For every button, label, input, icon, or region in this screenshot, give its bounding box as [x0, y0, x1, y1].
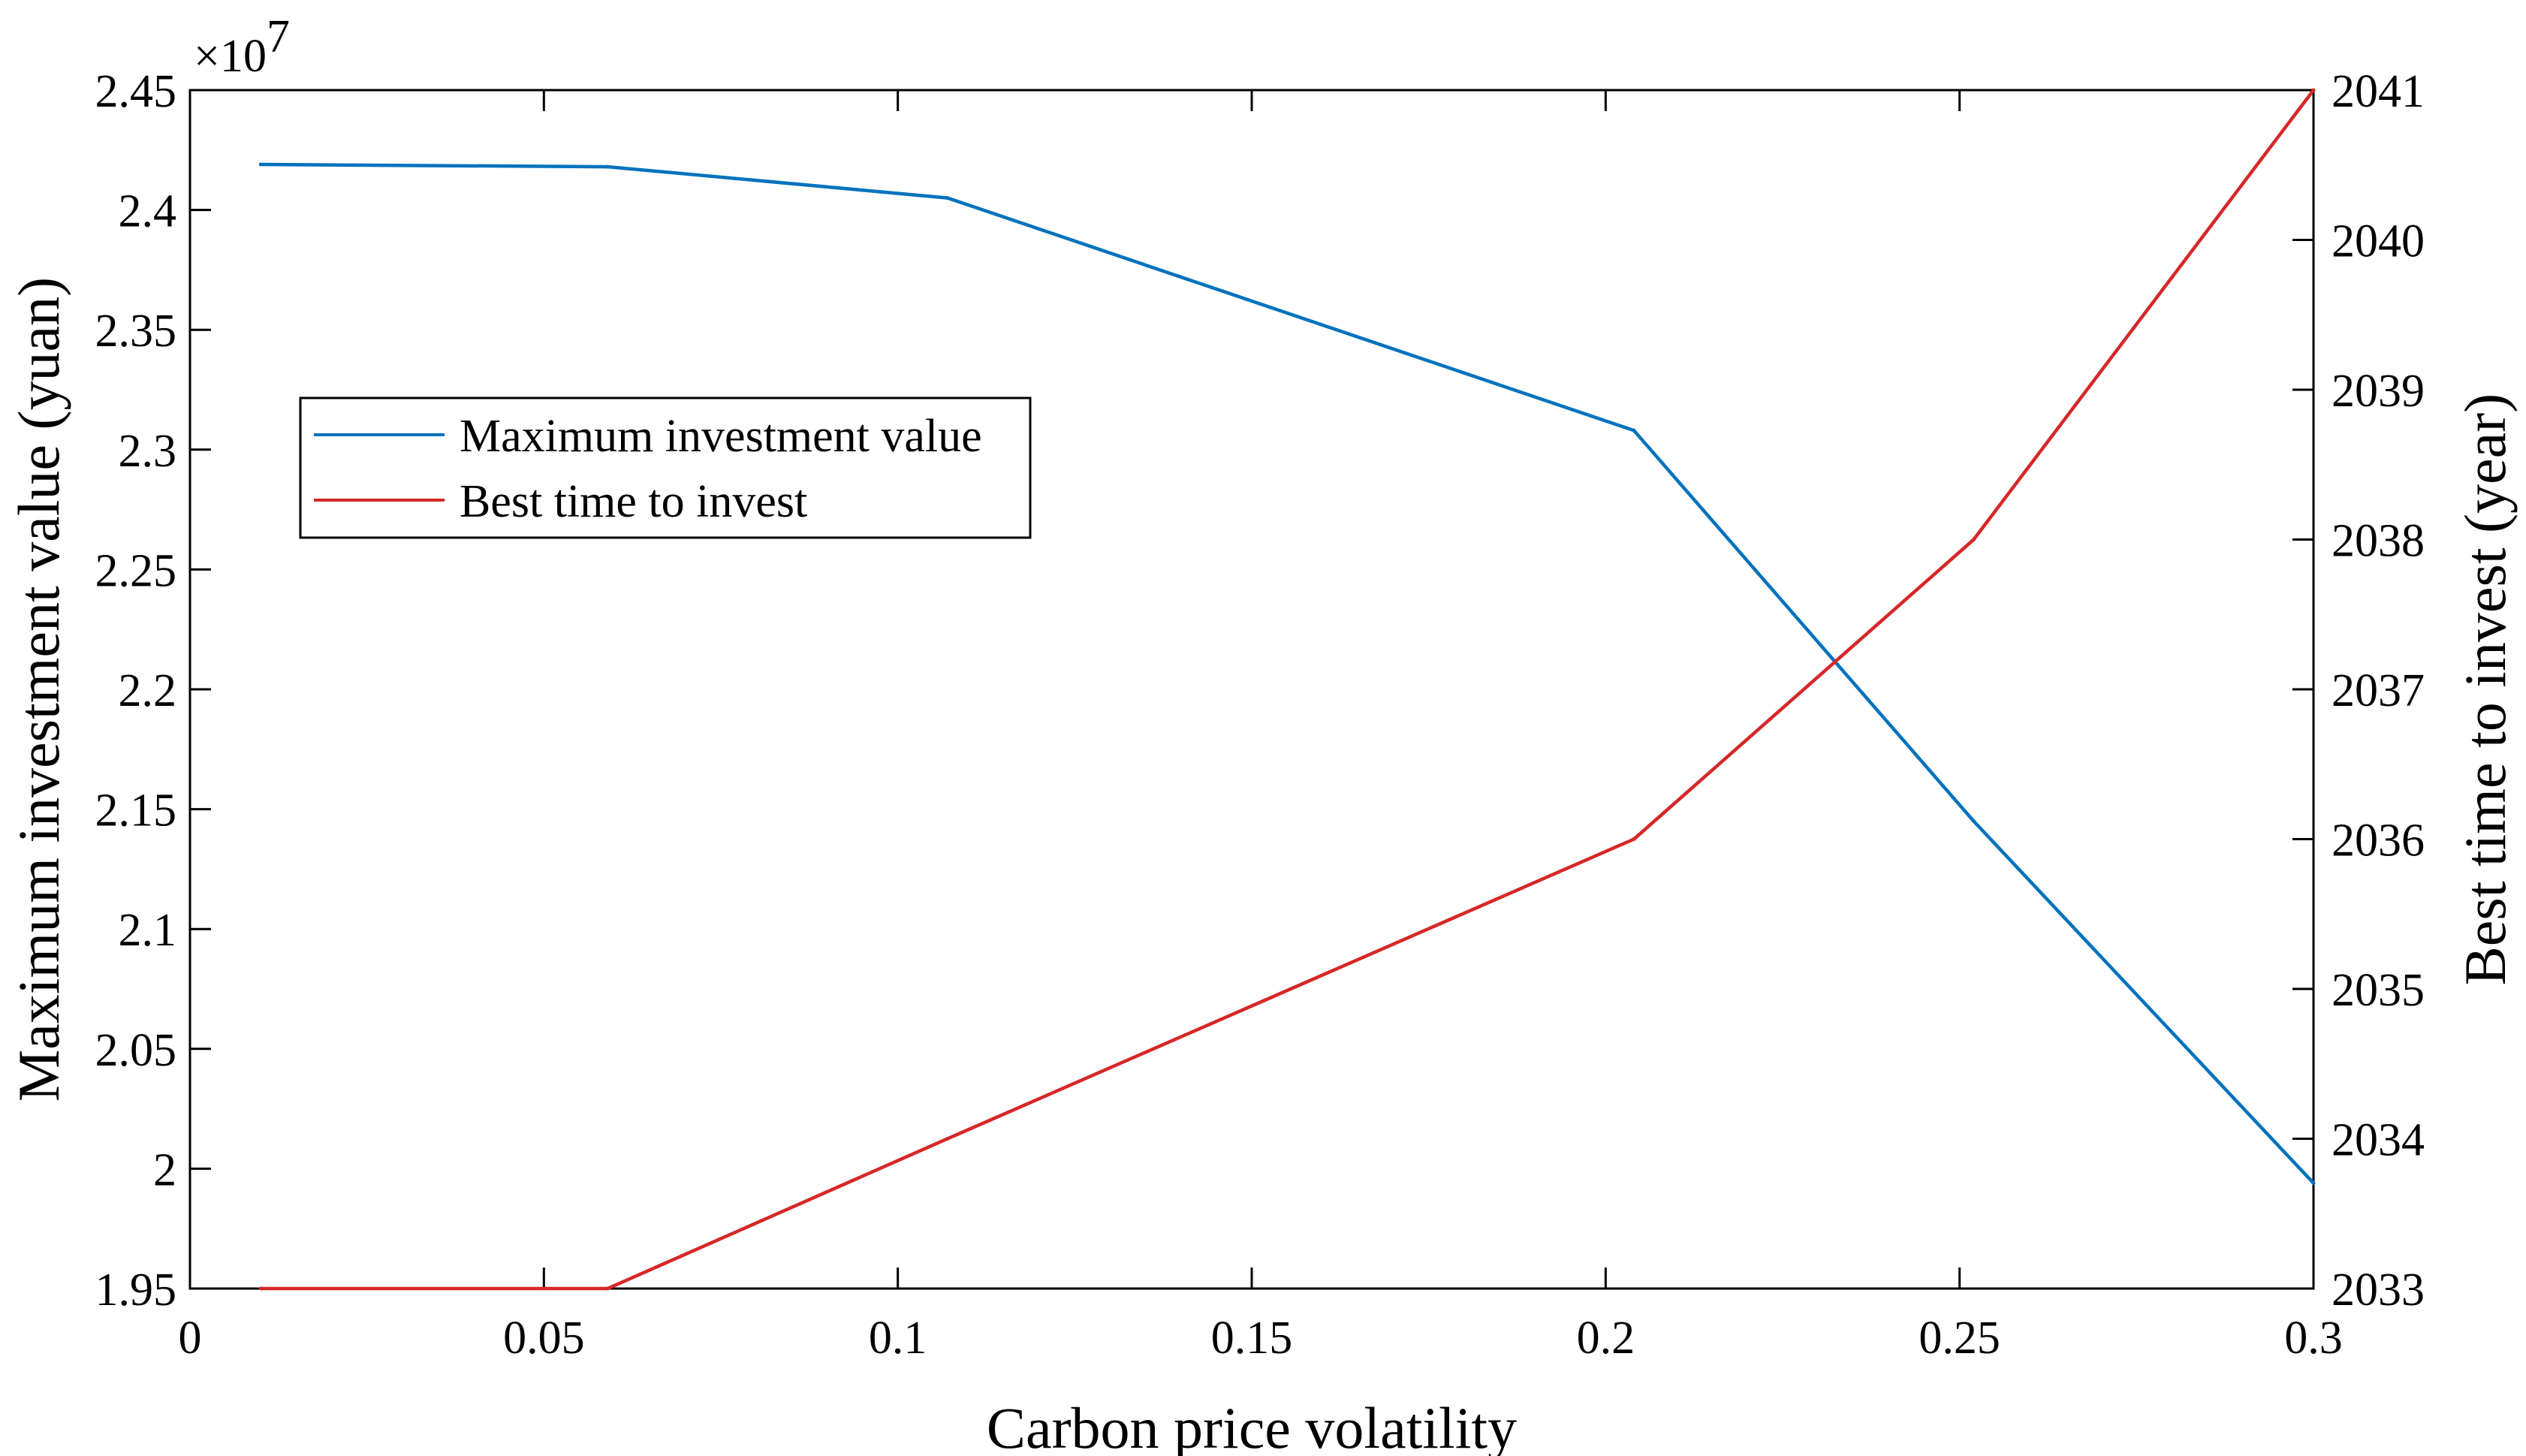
left-tick-label: 2.45 [95, 66, 177, 117]
left-axis-label: Maximum investment value (yuan) [6, 277, 71, 1102]
right-tick-label: 2036 [2332, 815, 2425, 867]
data-point-max-investment [1972, 819, 1976, 824]
x-tick-label: 0.05 [503, 1313, 585, 1364]
left-tick-label: 1.95 [95, 1265, 177, 1316]
right-tick-label: 2041 [2332, 66, 2425, 117]
series-line-max-investment [261, 162, 2315, 1185]
x-tick-label: 0.1 [869, 1313, 927, 1364]
left-tick-label: 2.2 [119, 665, 177, 716]
x-tick-label: 0.15 [1211, 1313, 1293, 1364]
data-point-max-investment [258, 162, 263, 167]
left-tick-label: 2.25 [95, 545, 177, 596]
data-point-best-time [2311, 88, 2316, 92]
data-point-best-time [945, 1137, 950, 1141]
right-tick-label: 2038 [2332, 516, 2425, 567]
left-tick-label: 2.15 [95, 785, 177, 837]
data-point-best-time [1632, 837, 1636, 841]
series-line-best-time [261, 89, 2315, 1291]
left-tick-label: 2.05 [95, 1025, 177, 1076]
data-point-best-time [605, 1286, 610, 1291]
legend: Maximum investment value Best time to in… [299, 396, 1032, 539]
left-axis-multiplier: ×107 [194, 11, 290, 82]
legend-label-best-time: Best time to invest [460, 476, 807, 527]
right-tick-label: 2035 [2332, 965, 2425, 1016]
right-tick-label: 2034 [2332, 1115, 2425, 1166]
x-tick-label: 0.25 [1919, 1313, 2000, 1364]
data-point-best-time [1972, 538, 1976, 541]
left-tick-label: 2.3 [119, 426, 177, 477]
left-tick-label: 2.4 [119, 186, 177, 237]
right-tick-label: 2040 [2332, 216, 2425, 267]
right-tick-label: 2037 [2332, 665, 2425, 716]
right-axis-label: Best time to invest (year) [2452, 393, 2518, 985]
right-tick-label: 2039 [2332, 366, 2425, 417]
left-tick-label: 2.1 [119, 905, 177, 956]
left-tick-label: 2.35 [95, 306, 177, 357]
data-point-max-investment [605, 164, 610, 169]
data-point-best-time [258, 1286, 263, 1291]
x-axis-label: Carbon price volatility [987, 1395, 1517, 1456]
right-tick-label: 2033 [2332, 1265, 2425, 1316]
legend-label-max-investment: Maximum investment value [460, 411, 982, 462]
data-point-max-investment [945, 196, 950, 200]
x-tick-label: 0.2 [1577, 1313, 1635, 1364]
ticks-group: 0 0.05 0.1 0.15 0.2 0.25 0.3 1.95 2 2.05 2.1 2.15 2.… [95, 66, 2425, 1364]
data-point-max-investment [1632, 428, 1636, 433]
data-point-max-investment [2311, 1181, 2316, 1186]
left-tick-label: 2 [153, 1144, 176, 1195]
legend-box [299, 396, 1032, 539]
x-tick-label: 0.3 [2284, 1313, 2343, 1364]
x-tick-label: 0 [179, 1313, 202, 1364]
series-group [258, 88, 2316, 1291]
